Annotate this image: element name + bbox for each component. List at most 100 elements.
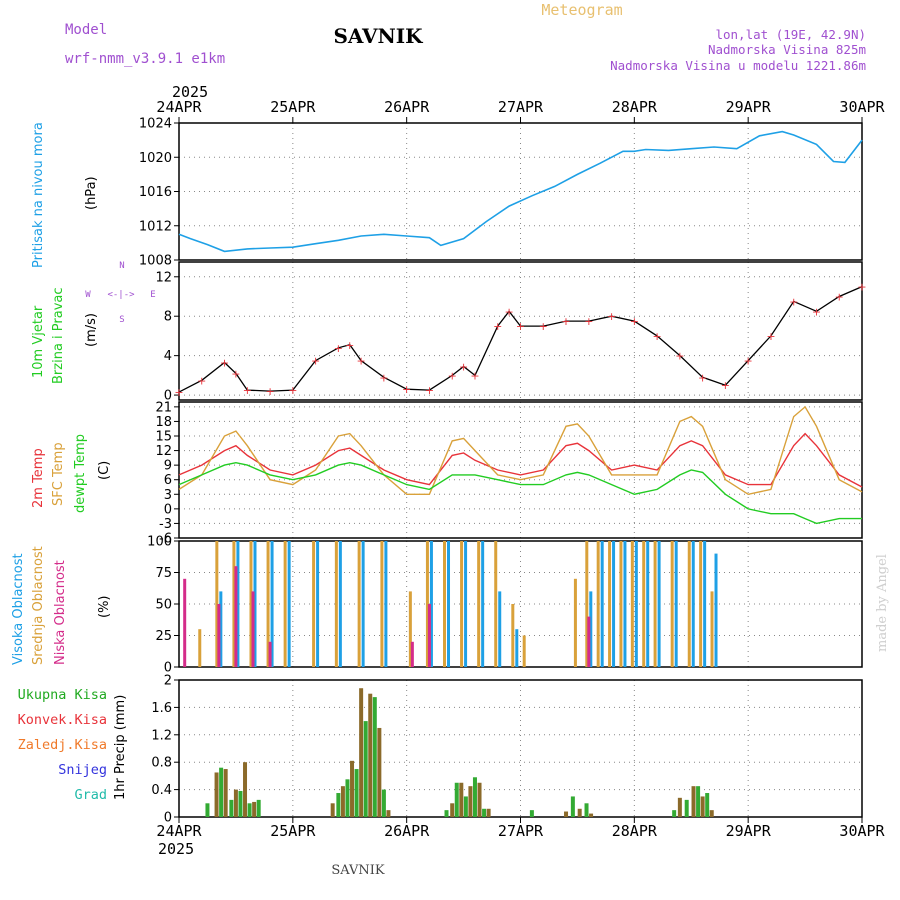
precip-label: 1hr Precip (mm) xyxy=(113,695,128,800)
cloud-high-bar xyxy=(634,541,638,667)
temp-ytick-label: -6 xyxy=(159,532,172,547)
coords-text: lon,lat (19E, 42.9N) xyxy=(715,27,866,42)
temp-2m-line xyxy=(178,432,863,488)
precip-bar xyxy=(589,813,594,817)
cloud-low-bar xyxy=(268,641,272,667)
wind-gust-marker: + xyxy=(197,374,206,387)
cloud-high-bar xyxy=(589,591,593,667)
pressure-ytick-label: 1024 xyxy=(139,117,172,132)
wind-gust-marker: + xyxy=(630,315,639,328)
wind-gust-marker: + xyxy=(220,357,229,370)
precip-bar xyxy=(584,803,589,817)
cloud-high-bar xyxy=(623,541,627,667)
cloud-mid-bar xyxy=(232,541,236,667)
legend-hail: Grad xyxy=(74,787,107,803)
temp-ytick-label: 12 xyxy=(155,444,172,459)
temp-dewpt-line xyxy=(178,461,862,525)
wind-gust-marker: + xyxy=(721,379,730,392)
pressure-line xyxy=(178,130,863,253)
wind-gust-marker: + xyxy=(584,315,593,328)
temp-ytick-label: 21 xyxy=(155,400,172,415)
wind-gust-marker: + xyxy=(652,330,661,343)
wind-gust-marker: + xyxy=(231,367,240,380)
precip-bar xyxy=(468,786,473,817)
cloud-label-low: Niska Oblacnost xyxy=(53,560,68,665)
precip-bar xyxy=(330,803,335,817)
wind-gust-marker: + xyxy=(311,355,320,368)
cloud-high-bar xyxy=(270,541,274,667)
wind-ytick-label: 0 xyxy=(164,389,172,404)
wind-label-2: Brzina i Pravac xyxy=(51,287,66,384)
precip-bar xyxy=(229,799,234,817)
cloud-high-bar xyxy=(361,541,365,667)
wind-gust-marker: + xyxy=(505,305,514,318)
precip-bar xyxy=(238,790,243,817)
cloud-mid-bar xyxy=(608,541,612,667)
cloud-mid-bar xyxy=(670,541,674,667)
wind-gust-marker: + xyxy=(493,320,502,333)
precip-bar xyxy=(359,688,364,817)
cloud-mid-bar xyxy=(710,591,714,667)
precip-bar xyxy=(377,727,382,817)
xtick-label-top: 28APR xyxy=(612,98,658,116)
wind-gust-marker: + xyxy=(766,330,775,343)
cloud-mid-bar xyxy=(249,541,253,667)
cloud-mid-bar xyxy=(357,541,361,667)
wind-gust-marker: + xyxy=(357,355,366,368)
precip-bar xyxy=(243,762,248,817)
product-title: Meteogram xyxy=(541,1,622,19)
cloud-mid-bar xyxy=(198,629,202,667)
cloud-high-bar xyxy=(316,541,320,667)
xtick-label-top: 26APR xyxy=(384,98,430,116)
xtick-label-top: 25APR xyxy=(270,98,316,116)
cloud-high-bar xyxy=(338,541,342,667)
cloud-mid-bar xyxy=(425,541,429,667)
cloud-mid-bar xyxy=(477,541,481,667)
precip-bar xyxy=(577,808,582,817)
wind-gust-marker: + xyxy=(675,350,684,363)
precip-bar xyxy=(336,793,341,817)
wind-unit: (m/s) xyxy=(84,313,99,347)
precip-bar xyxy=(529,810,534,817)
cloud-low-bar xyxy=(183,578,187,667)
precip-bar xyxy=(247,803,252,817)
temp-ytick-label: 9 xyxy=(164,459,172,474)
cloud-mid-bar xyxy=(283,541,287,667)
precip-bar xyxy=(372,697,377,817)
cloud-high-bar xyxy=(646,541,650,667)
legend-total-rain: Ukupna Kisa xyxy=(18,687,107,703)
cloud-mid-bar xyxy=(494,541,498,667)
elevation-text: Nadmorska Visina 825m xyxy=(708,42,866,57)
wind-ytick-label: 4 xyxy=(164,349,172,364)
cloud-low-bar xyxy=(427,604,431,667)
precip-bar xyxy=(459,782,464,817)
cloud-mid-bar xyxy=(312,541,316,667)
model-label: Model xyxy=(65,22,107,38)
credit-text: made by Angel xyxy=(875,554,890,652)
model-elevation-text: Nadmorska Visina u modelu 1221.86m xyxy=(610,58,866,73)
pressure-label: Pritisak na nivou mora xyxy=(31,122,46,268)
cloud-mid-bar xyxy=(630,541,634,667)
cloud-mid-bar xyxy=(215,541,219,667)
cloud-high-bar xyxy=(429,541,433,667)
legend-snow: Snijeg xyxy=(58,762,107,778)
wind-gust-marker: + xyxy=(174,386,183,399)
wind-gust-marker: + xyxy=(812,305,821,318)
cloud-high-bar xyxy=(498,591,502,667)
precip-bar xyxy=(696,786,701,817)
wind-gust-marker: + xyxy=(265,385,274,398)
cloud-high-bar xyxy=(612,541,616,667)
xtick-label-top: 30APR xyxy=(839,98,885,116)
xtick-label-bottom: 25APR xyxy=(270,822,316,840)
cloud-panel: 0 25 50 75 100 xyxy=(147,535,863,676)
temp-label-2m: 2m Temp xyxy=(31,448,46,508)
cloud-high-bar xyxy=(447,541,451,667)
precip-ytick-label: 2 xyxy=(164,674,172,689)
cloud-high-bar xyxy=(219,591,223,667)
precip-bar xyxy=(570,796,575,817)
precip-bar xyxy=(214,772,219,817)
station-title: SAVNIK xyxy=(333,24,423,48)
precip-bar xyxy=(705,793,710,817)
